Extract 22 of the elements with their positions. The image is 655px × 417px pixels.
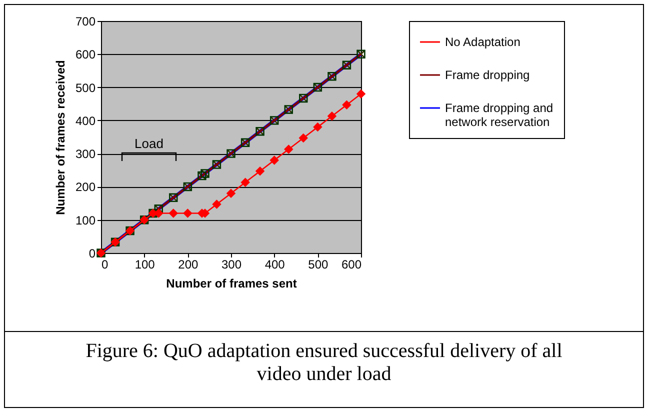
legend-label: Frame dropping and network reservation: [445, 101, 554, 129]
y-tick-label: 0: [88, 246, 96, 260]
x-tick-label: 500: [308, 258, 328, 272]
x-tick-label: 100: [134, 258, 156, 272]
x-tick-label: 200: [178, 258, 198, 272]
legend-label: No Adaptation: [445, 35, 520, 49]
y-tick-label: 200: [75, 180, 96, 194]
x-axis-title: Number of frames sent: [166, 276, 297, 290]
x-tick-label: 300: [221, 258, 242, 272]
y-tick-label: 700: [75, 14, 96, 28]
x-tick-label: 400: [264, 258, 286, 272]
y-tick-label: 400: [75, 114, 96, 128]
y-tick-label: 100: [75, 213, 96, 228]
y-tick-label: 500: [75, 80, 96, 95]
legend-label: Frame dropping: [445, 68, 530, 82]
y-tick-label: 600: [75, 48, 96, 62]
x-tick-label: 600: [341, 258, 362, 272]
caption: Figure 6: QuO adaptation ensured successful delivery of all video under load: [84, 339, 564, 386]
y-axis-title: Number of frames received: [53, 60, 68, 215]
annotation: Load: [134, 136, 164, 151]
x-tick-label: 0: [102, 258, 108, 272]
y-tick-label: 300: [75, 147, 96, 162]
